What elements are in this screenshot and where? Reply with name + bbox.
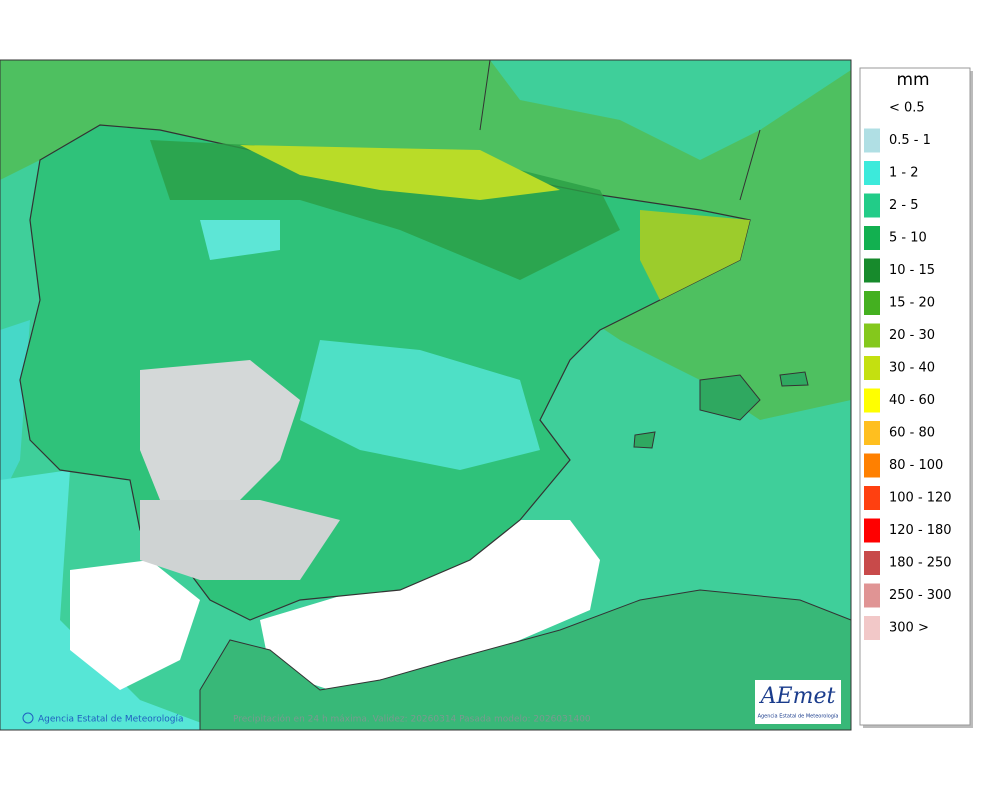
dry-area-extremadura [140,360,300,500]
legend-label: 80 - 100 [889,458,943,473]
legend-swatch [864,583,880,608]
legend-label: 300 > [889,621,929,636]
legend-label: 2 - 5 [889,198,919,213]
central-patch [300,340,540,470]
legend-label: 250 - 300 [889,588,952,603]
legend-swatch [864,291,880,315]
logo-box [755,680,841,724]
copyright-icon [22,712,34,724]
dry-area-andalusia [140,500,340,580]
map: Agencia Estatal de Meteorología Precipit… [0,59,852,731]
legend-swatch [864,161,880,185]
legend-swatch [864,356,880,380]
legend-label: 0.5 - 1 [889,133,931,148]
legend-swatch [864,453,880,478]
legend-swatch [864,388,880,413]
catalonia-zone [640,210,750,300]
logo-subtitle: Agencia Estatal de Meteorología [758,713,839,720]
legend-label: 180 - 250 [889,556,952,571]
legend-swatch [864,616,880,640]
legend-swatch [864,518,880,543]
legend-swatch [864,258,880,283]
legend-label: 10 - 15 [889,263,935,278]
legend-swatch [864,226,880,250]
moist-patch [200,220,280,260]
coast-line [479,59,761,201]
legend-label: 60 - 80 [889,426,935,441]
sea-west [0,320,30,500]
legend-swatch [864,193,880,218]
legend-label: 15 - 20 [889,296,935,311]
legend-swatch [864,421,880,445]
legend-swatch [864,128,880,153]
ibiza [633,431,656,449]
credit: Agencia Estatal de Meteorología [38,715,184,725]
logo-text: AEmet [759,684,836,709]
cantabrian-max [240,145,560,200]
legend-unit: mm [896,70,929,90]
legend-label: 1 - 2 [889,166,919,181]
legend-label: 120 - 180 [889,523,952,538]
map-frame [0,59,852,731]
mallorca [699,374,761,421]
dry-area-gulf [70,560,200,690]
legend-swatch [864,551,880,575]
sea-southwest [0,470,220,730]
legend-label: 20 - 30 [889,328,935,343]
legend-swatch [864,96,880,120]
legend-label: < 0.5 [889,101,925,116]
legend: mm < 0.5 0.5 - 1 1 - 2 2 - 5 5 - 10 10 - 15 15… [859,67,973,728]
legend-swatch [864,486,880,510]
legend-label: 100 - 120 [889,491,952,506]
legend-label: 30 - 40 [889,361,935,376]
menorca [779,371,809,387]
dry-area-alboran [260,520,600,690]
legend-label: 40 - 60 [889,393,935,408]
legend-swatch [864,323,880,348]
legend-label: 5 - 10 [889,231,927,246]
caption: Precipitación en 24 h máxima. Validez: 2… [233,714,591,725]
